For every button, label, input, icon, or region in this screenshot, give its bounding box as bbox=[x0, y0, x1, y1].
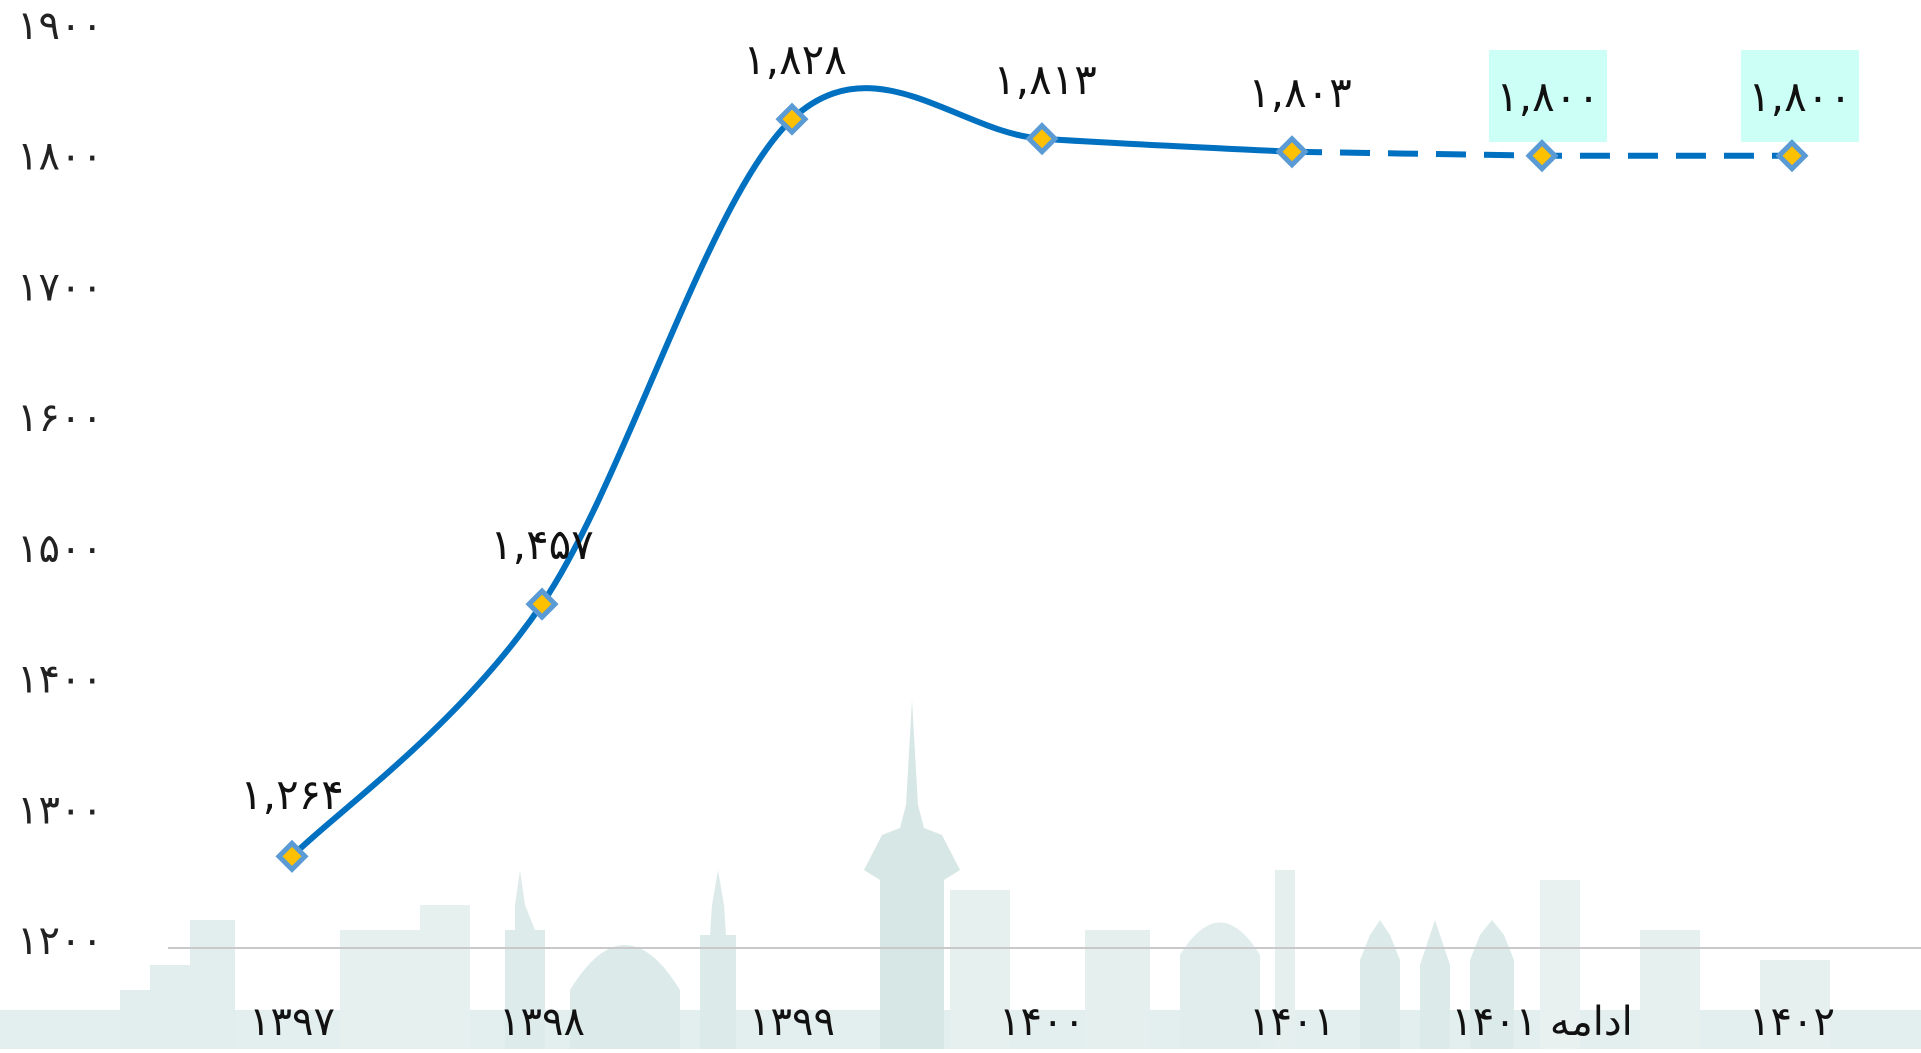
data-point-marker bbox=[525, 587, 559, 621]
data-label: ۱,۴۵۷ bbox=[490, 520, 594, 569]
data-label: ۱,۸۱۳ bbox=[993, 55, 1097, 104]
x-tick-label: ۱۴۰۱ bbox=[1249, 999, 1335, 1045]
data-point-marker bbox=[1525, 139, 1559, 173]
y-tick-label: ۱۹۰۰ bbox=[17, 3, 103, 49]
data-point-marker bbox=[275, 839, 309, 873]
x-tick-label: ۱۴۰۰ bbox=[999, 999, 1085, 1045]
series-line-actual bbox=[289, 85, 1295, 860]
data-point-marker bbox=[1025, 122, 1059, 156]
y-tick-label: ۱۳۰۰ bbox=[17, 787, 103, 833]
data-point-marker bbox=[775, 102, 809, 136]
y-tick-label: ۱۴۰۰ bbox=[17, 657, 103, 703]
highlighted-label-background bbox=[1741, 50, 1859, 142]
data-label: ۱,۸۰۰ bbox=[1748, 72, 1852, 121]
y-tick-label: ۱۷۰۰ bbox=[17, 264, 103, 310]
x-tick-label: ۱۳۹۹ bbox=[749, 999, 835, 1045]
data-label: ۱,۸۰۰ bbox=[1496, 72, 1600, 121]
x-tick-label: ۱۴۰۲ bbox=[1749, 999, 1835, 1045]
data-label: ۱,۸۲۸ bbox=[743, 35, 847, 84]
data-point-marker bbox=[1275, 135, 1309, 169]
data-point-marker bbox=[1775, 139, 1809, 173]
y-tick-label: ۱۸۰۰ bbox=[17, 134, 103, 180]
y-tick-label: ۱۲۰۰ bbox=[17, 918, 103, 964]
y-tick-label: ۱۵۰۰ bbox=[17, 526, 103, 572]
data-label: ۱,۲۶۴ bbox=[240, 770, 344, 819]
skyline-background bbox=[0, 700, 1921, 1049]
x-tick-label: ۱۳۹۸ bbox=[499, 999, 585, 1045]
x-tick-label: ۱۳۹۷ bbox=[249, 999, 335, 1045]
x-tick-label: ادامه ۱۴۰۱ bbox=[1451, 999, 1633, 1045]
data-label: ۱,۸۰۳ bbox=[1248, 68, 1352, 117]
y-tick-label: ۱۶۰۰ bbox=[17, 395, 103, 441]
highlighted-label-background bbox=[1489, 50, 1607, 142]
